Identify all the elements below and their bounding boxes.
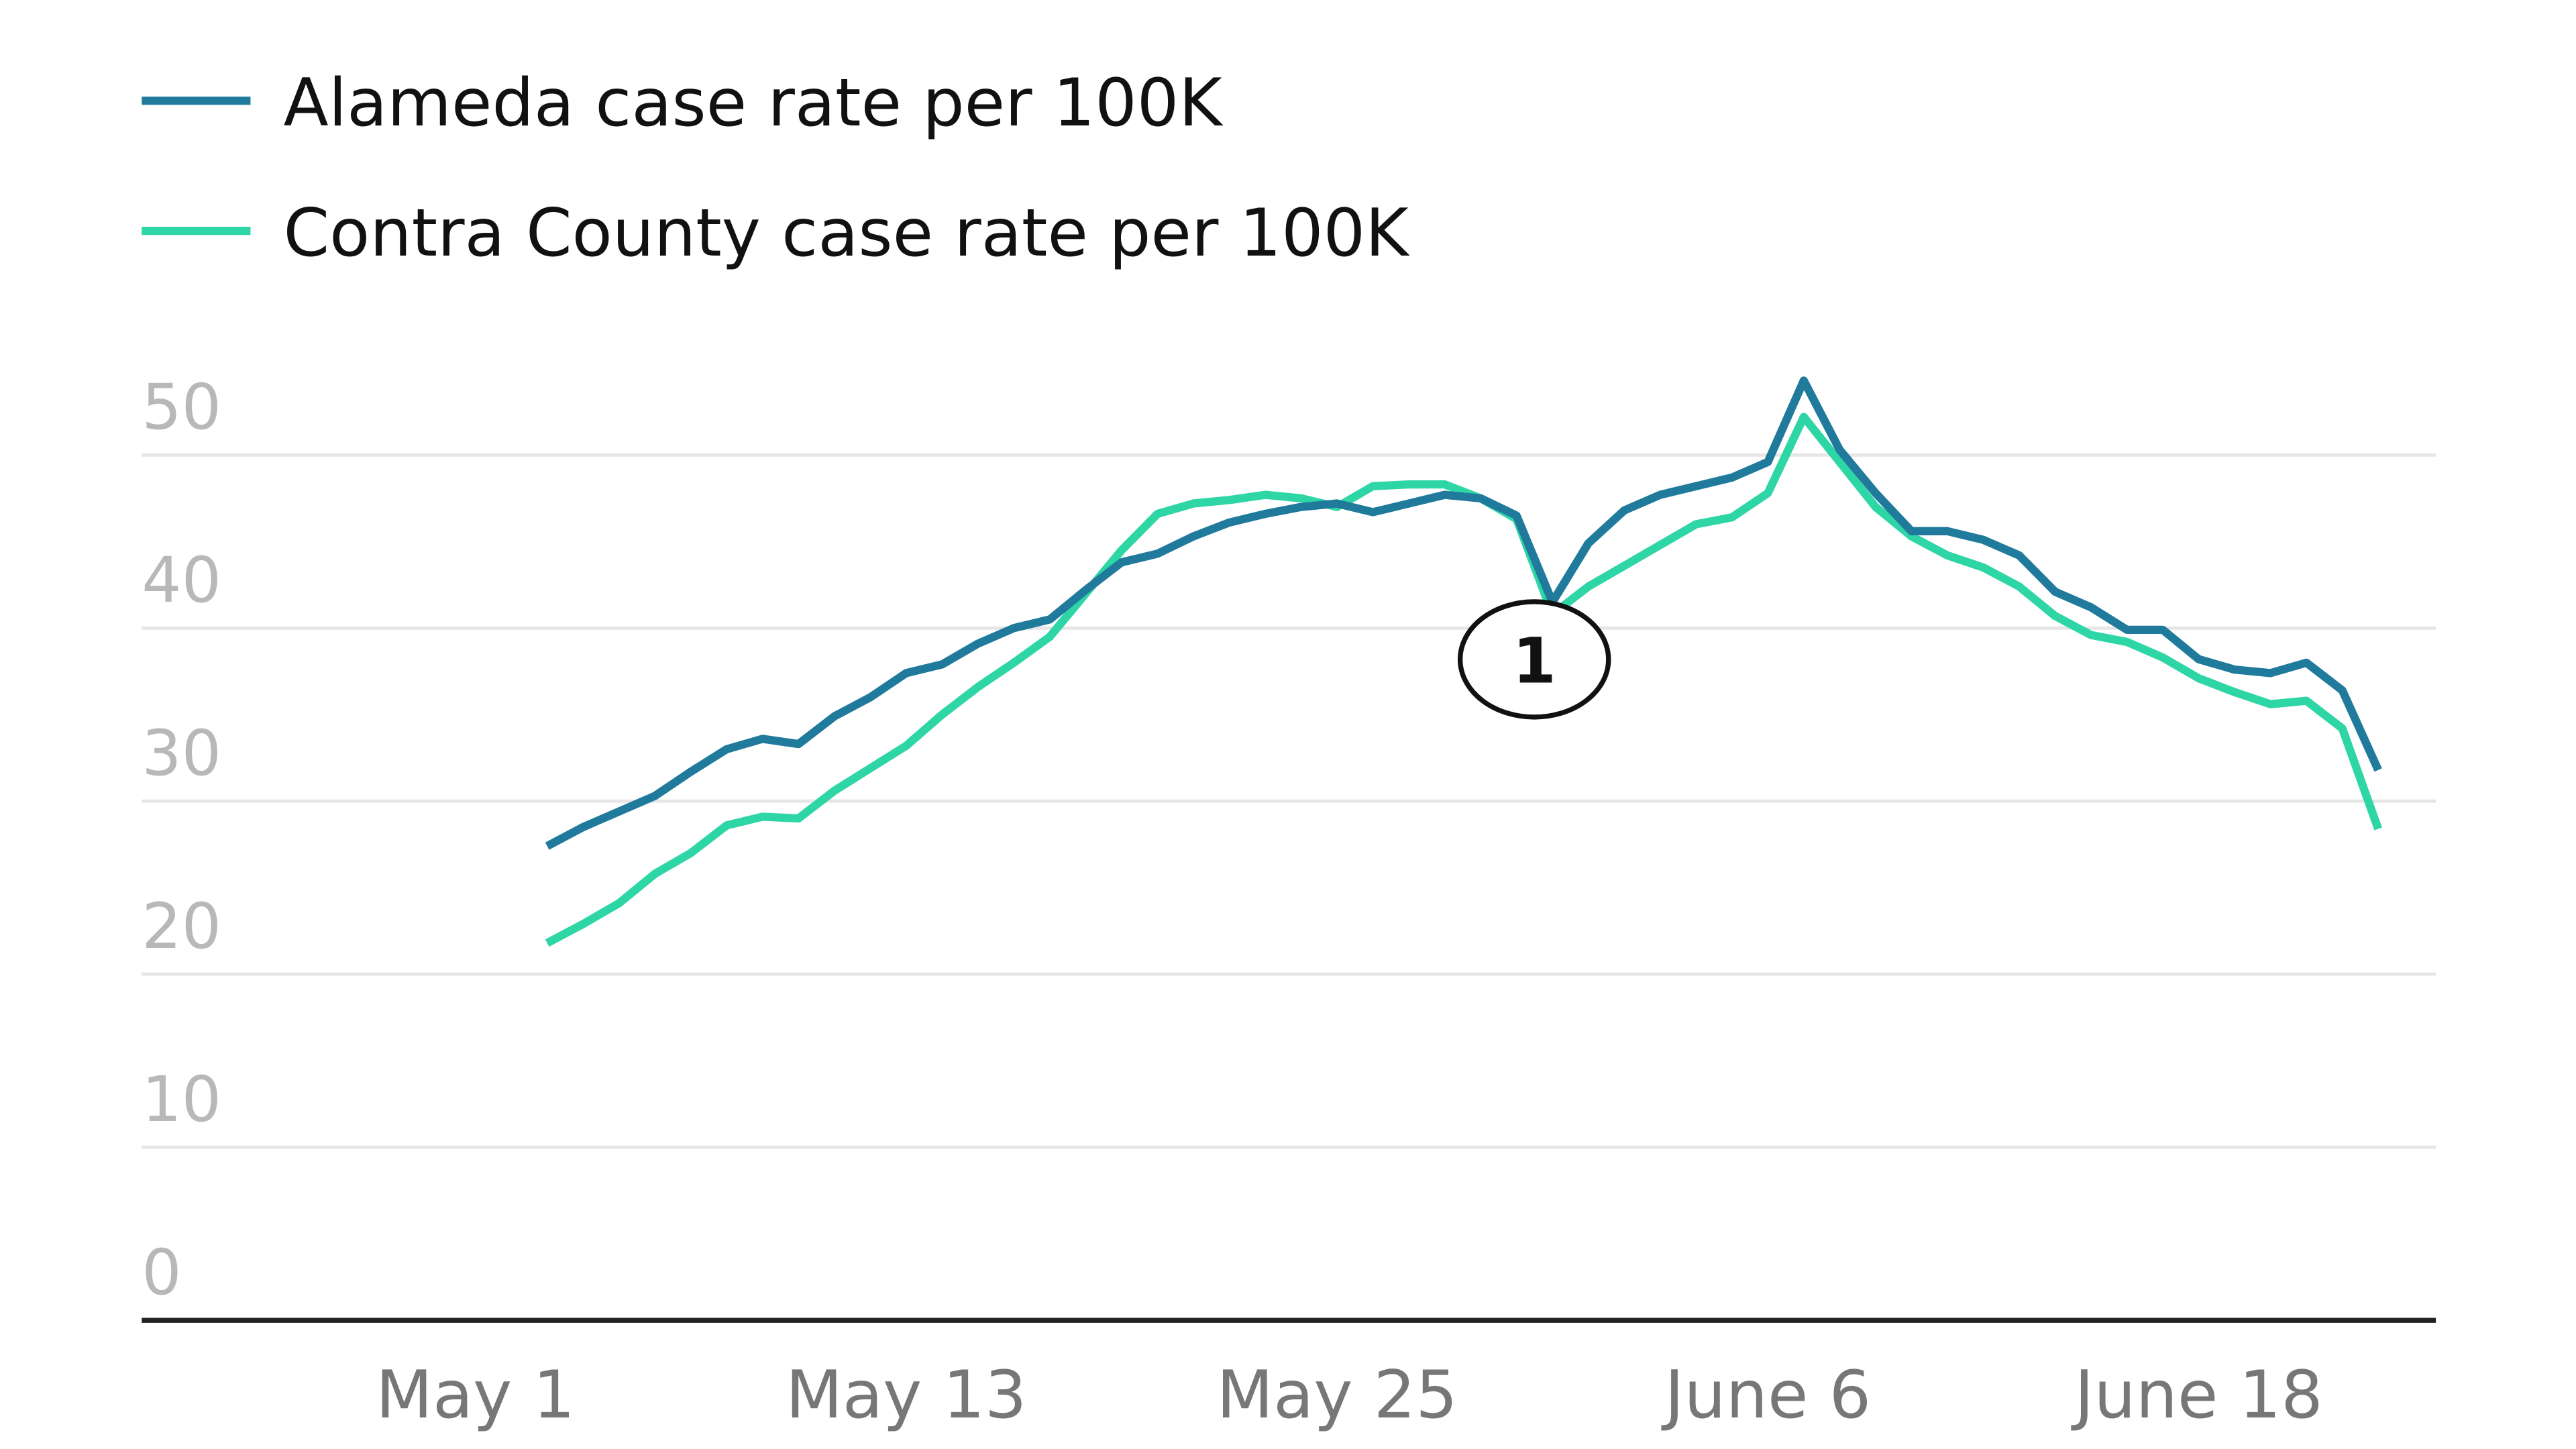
series-line xyxy=(545,413,2382,947)
series-line xyxy=(545,376,2382,850)
y-tick-label: 20 xyxy=(142,890,221,963)
y-tick-label: 0 xyxy=(142,1236,181,1309)
y-tick-label: 50 xyxy=(142,371,221,444)
x-tick-label: June 18 xyxy=(2070,1357,2322,1434)
x-tick-label: June 6 xyxy=(1660,1357,1871,1434)
x-tick-label: May 1 xyxy=(376,1357,575,1434)
legend-label: Contra County case rate per 100K xyxy=(284,195,1411,272)
annotation-circle xyxy=(1457,599,1611,720)
y-tick-label: 30 xyxy=(142,717,221,790)
x-tick-label: May 25 xyxy=(1216,1357,1457,1434)
legend-label: Alameda case rate per 100K xyxy=(284,65,1224,142)
annotation-label: 1 xyxy=(1513,625,1556,698)
x-tick-label: May 13 xyxy=(786,1357,1026,1434)
y-tick-label: 40 xyxy=(142,544,221,617)
y-tick-label: 10 xyxy=(142,1063,221,1136)
